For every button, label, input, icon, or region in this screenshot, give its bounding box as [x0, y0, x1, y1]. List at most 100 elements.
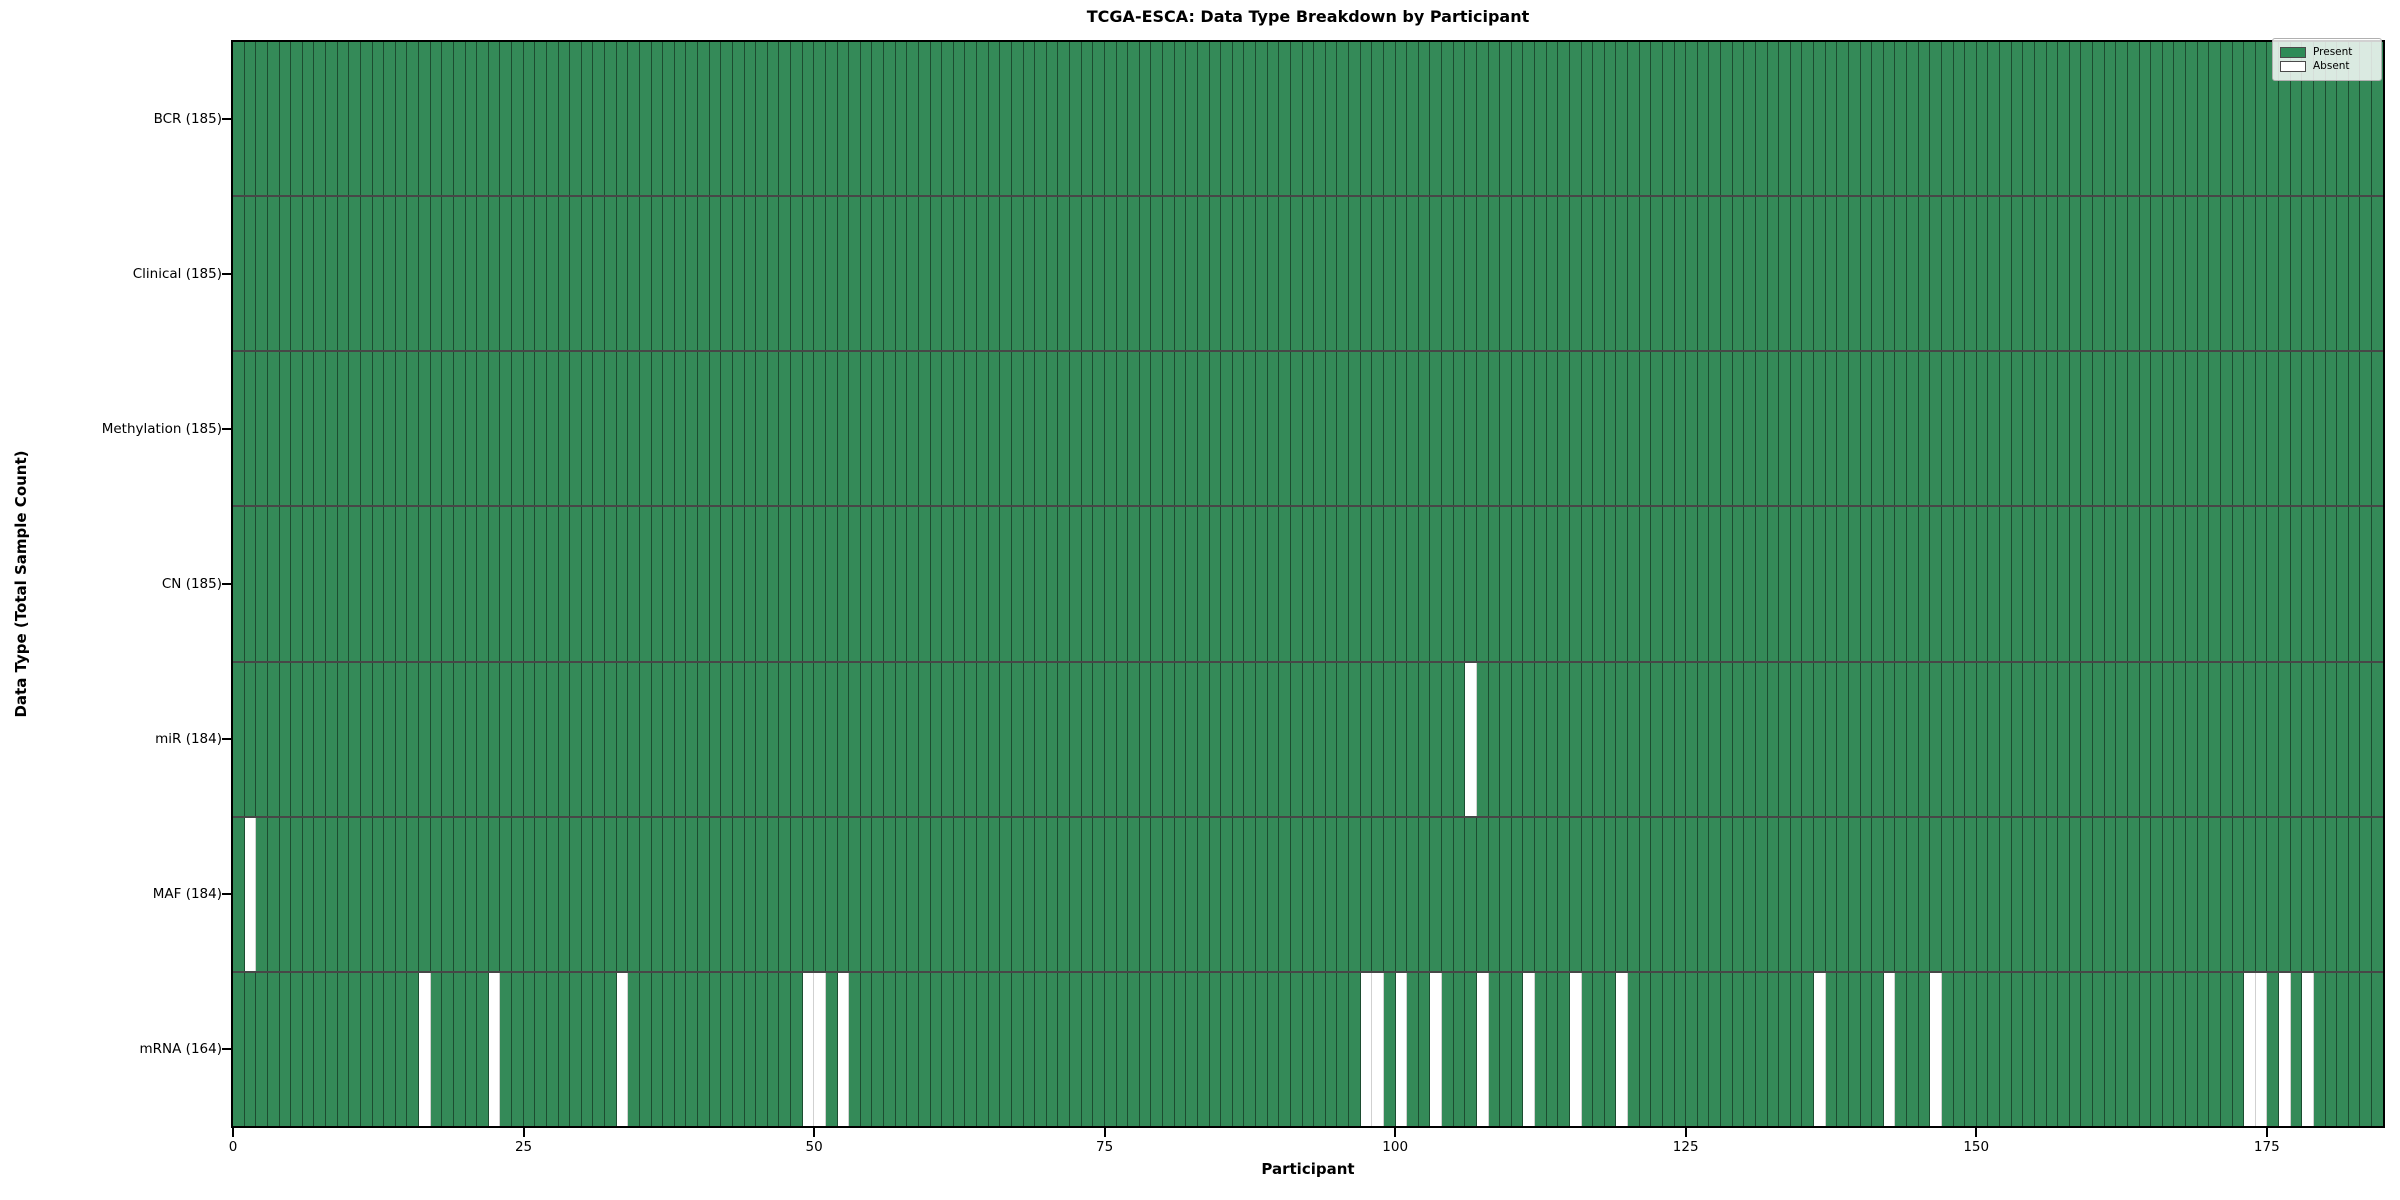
- heatmap-cell: [2360, 197, 2372, 351]
- heatmap-cell: [1767, 817, 1780, 971]
- heatmap-cell: [384, 662, 396, 816]
- heatmap-cell: [2186, 352, 2198, 506]
- heatmap-cell: [581, 662, 594, 816]
- heatmap-cell: [2023, 507, 2035, 661]
- heatmap-cell: [639, 817, 652, 971]
- heatmap-cell: [709, 197, 722, 351]
- heatmap-cell: [453, 352, 466, 506]
- heatmap-cell: [1581, 662, 1594, 816]
- heatmap-cell: [2023, 42, 2035, 196]
- heatmap-cell: [1721, 197, 1733, 351]
- heatmap-cell: [1302, 817, 1315, 971]
- heatmap-cell: [1244, 662, 1256, 816]
- heatmap-cell: [1163, 352, 1175, 506]
- heatmap-cell: [1837, 662, 1849, 816]
- heatmap-cell: [988, 972, 1001, 1126]
- heatmap-cell: [1349, 352, 1361, 506]
- heatmap-cell: [616, 42, 629, 196]
- heatmap-cell: [233, 197, 245, 351]
- heatmap-cell: [1163, 507, 1175, 661]
- heatmap-cell: [1418, 352, 1431, 506]
- heatmap-cell: [1349, 817, 1361, 971]
- heatmap-cell: [930, 42, 943, 196]
- heatmap-cell: [337, 972, 350, 1126]
- heatmap-cell: [663, 507, 675, 661]
- heatmap-cell: [1453, 972, 1466, 1126]
- heatmap-cell: [663, 197, 675, 351]
- heatmap-cell: [802, 972, 815, 1126]
- heatmap-cell: [1779, 507, 1791, 661]
- heatmap-cell: [1965, 972, 1977, 1126]
- heatmap-cell: [2244, 352, 2256, 506]
- heatmap-cell: [1511, 662, 1524, 816]
- heatmap-cell: [558, 662, 571, 816]
- heatmap-cell: [2116, 507, 2128, 661]
- heatmap-cell: [860, 42, 873, 196]
- heatmap-cell: [407, 972, 419, 1126]
- heatmap-cell: [535, 42, 547, 196]
- heatmap-cell: [1023, 352, 1036, 506]
- heatmap-cell: [1256, 507, 1268, 661]
- heatmap-cell: [2220, 662, 2233, 816]
- heatmap-cell: [1511, 817, 1524, 971]
- heatmap-cell: [1883, 352, 1896, 506]
- heatmap-cell: [1395, 352, 1408, 506]
- heatmap-cell: [2372, 972, 2383, 1126]
- heatmap-cell: [1116, 42, 1129, 196]
- x-tick-label: 25: [514, 1139, 533, 1155]
- heatmap-cell: [1418, 197, 1431, 351]
- heatmap-cell: [674, 197, 687, 351]
- heatmap-cell: [1709, 197, 1721, 351]
- heatmap-cell: [1116, 507, 1129, 661]
- heatmap-cell: [1709, 972, 1721, 1126]
- heatmap-cell: [2139, 42, 2152, 196]
- heatmap-cell: [744, 972, 757, 1126]
- heatmap-cell: [1244, 817, 1256, 971]
- heatmap-cell: [1070, 972, 1082, 1126]
- x-tick-mark: [232, 1128, 234, 1137]
- heatmap-cell: [233, 352, 245, 506]
- heatmap-cell: [2093, 662, 2105, 816]
- heatmap-cell: [1139, 972, 1152, 1126]
- heatmap-cell: [2011, 352, 2024, 506]
- heatmap-cell: [1314, 662, 1326, 816]
- heatmap-cell: [2186, 197, 2198, 351]
- heatmap-cell: [1674, 817, 1687, 971]
- heatmap-cell: [1314, 352, 1326, 506]
- heatmap-cell: [477, 507, 489, 661]
- heatmap-cell: [1976, 662, 1989, 816]
- heatmap-cell: [1883, 662, 1896, 816]
- heatmap-cell: [372, 817, 385, 971]
- heatmap-cell: [825, 972, 838, 1126]
- heatmap-cell: [698, 352, 710, 506]
- heatmap-cell: [1593, 352, 1605, 506]
- heatmap-cell: [2069, 42, 2082, 196]
- heatmap-cell: [1802, 352, 1814, 506]
- heatmap-cell: [1023, 42, 1036, 196]
- heatmap-cell: [953, 352, 966, 506]
- heatmap-cell: [2058, 197, 2070, 351]
- heatmap-cell: [2023, 352, 2035, 506]
- heatmap-cell: [1825, 42, 1838, 196]
- heatmap-cell: [581, 817, 594, 971]
- heatmap-cell: [2372, 817, 2383, 971]
- heatmap-cell: [1128, 197, 1140, 351]
- heatmap-cell: [1116, 662, 1129, 816]
- heatmap-cell: [2209, 817, 2221, 971]
- heatmap-cell: [2058, 507, 2070, 661]
- heatmap-cell: [2220, 507, 2233, 661]
- heatmap-cell: [488, 197, 501, 351]
- heatmap-cell: [1081, 662, 1094, 816]
- heatmap-cell: [1837, 507, 1849, 661]
- heatmap-cell: [2151, 42, 2163, 196]
- heatmap-cell: [1872, 352, 1884, 506]
- heatmap-cell: [2162, 662, 2175, 816]
- heatmap-cell: [1279, 197, 1291, 351]
- heatmap-cell: [1744, 42, 1756, 196]
- heatmap-cell: [1163, 972, 1175, 1126]
- heatmap-cell: [1651, 42, 1663, 196]
- heatmap-cell: [872, 42, 884, 196]
- heatmap-cell: [407, 817, 419, 971]
- heatmap-cell: [1872, 662, 1884, 816]
- heatmap-row: [233, 197, 2383, 353]
